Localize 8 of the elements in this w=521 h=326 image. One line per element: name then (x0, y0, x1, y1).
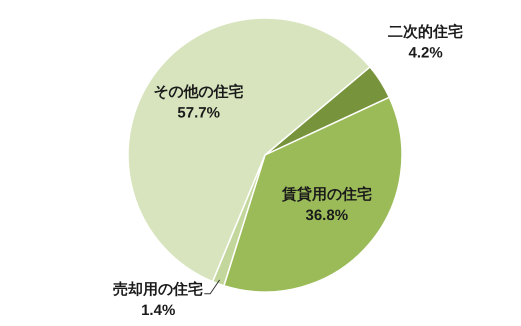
data-label: 4.2% (408, 44, 443, 62)
data-label: 1.4% (141, 302, 176, 319)
data-label: 36.8% (306, 207, 348, 224)
slice-label: 二次的住宅 (388, 22, 464, 40)
data-label: 57.7% (177, 104, 220, 122)
slice-label: 賃貸用の住宅 (280, 185, 372, 204)
slice-label: 売却用の住宅 (113, 280, 204, 298)
slice-label: その他の住宅 (154, 82, 244, 100)
